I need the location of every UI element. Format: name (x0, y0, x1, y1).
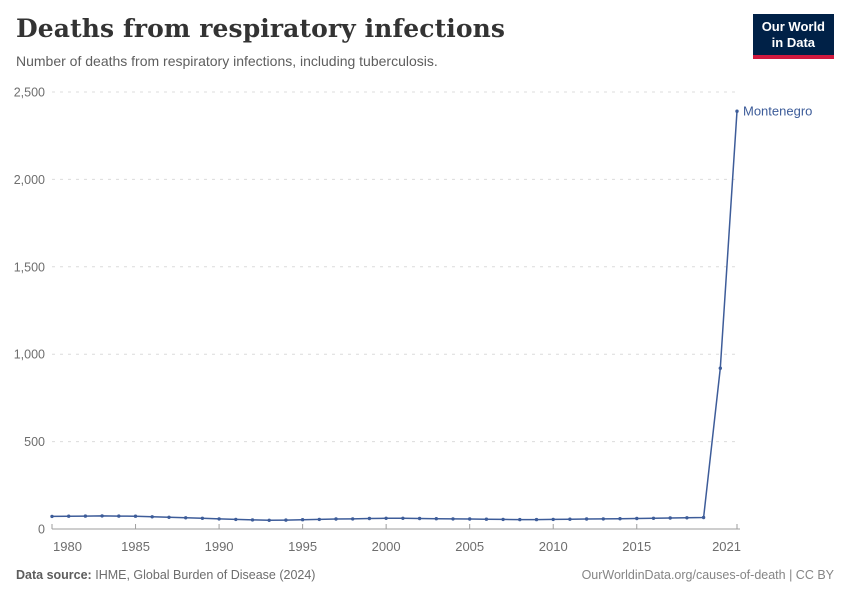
data-point (434, 517, 438, 521)
data-line (51, 111, 738, 522)
y-tick-label: 500 (24, 435, 45, 449)
data-point (100, 514, 104, 518)
data-point (551, 517, 555, 522)
data-point (501, 517, 505, 522)
data-point (451, 517, 455, 521)
data-point (300, 518, 305, 522)
x-tick-label: 1985 (121, 539, 150, 554)
y-tick-label: 2,000 (14, 173, 45, 187)
series-label: Montenegro (743, 104, 812, 119)
data-point (568, 517, 572, 521)
data-point (635, 516, 639, 521)
x-tick-label: 2010 (539, 539, 568, 554)
y-tick-label: 1,000 (14, 348, 45, 362)
data-point (267, 518, 271, 522)
data-point (351, 517, 355, 521)
data-point (468, 517, 472, 521)
data-point (184, 516, 188, 520)
data-point (401, 516, 405, 520)
data-point (150, 515, 154, 519)
data-point (701, 515, 706, 520)
chart-subtitle: Number of deaths from respiratory infect… (16, 53, 438, 69)
data-point (668, 516, 672, 520)
data-point (234, 517, 238, 522)
data-point (534, 517, 539, 522)
data-point (651, 516, 656, 520)
data-point (217, 517, 221, 521)
data-point (83, 514, 88, 518)
y-tick-label: 2,500 (14, 86, 45, 100)
data-source: Data source: IHME, Global Burden of Dise… (16, 568, 315, 582)
x-tick-label: 2021 (712, 539, 741, 554)
data-point (117, 514, 121, 518)
x-tick-label: 1990 (205, 539, 234, 554)
owid-logo-line1: Our World (761, 19, 825, 34)
data-source-value: IHME, Global Burden of Disease (2024) (95, 568, 316, 582)
data-point (601, 517, 605, 521)
data-point (518, 517, 522, 522)
y-tick-label: 1,500 (14, 260, 45, 274)
data-source-label: Data source: (16, 568, 92, 582)
x-tick-label: 2015 (622, 539, 651, 554)
x-tick-label: 1995 (288, 539, 317, 554)
data-point (50, 514, 54, 519)
owid-logo[interactable]: Our World in Data (752, 14, 834, 59)
chart-footer: Data source: IHME, Global Burden of Dise… (16, 568, 834, 582)
data-point (133, 514, 138, 518)
x-tick-label: 1980 (53, 539, 82, 554)
data-point (718, 366, 722, 370)
x-tick-label: 2005 (455, 539, 484, 554)
data-point (284, 518, 288, 522)
chart-titles: Deaths from respiratory infections Numbe… (16, 14, 505, 70)
data-point (618, 517, 622, 521)
data-point (67, 514, 71, 518)
owid-logo-line2: in Data (771, 35, 816, 50)
page-title: Deaths from respiratory infections (16, 14, 506, 43)
data-point (384, 516, 388, 520)
data-point (334, 517, 338, 521)
data-point (417, 516, 422, 521)
data-point (735, 109, 739, 113)
x-tick-label: 2000 (372, 539, 401, 554)
data-point (484, 517, 489, 521)
data-point (250, 518, 255, 522)
data-point (317, 517, 321, 522)
data-point (584, 517, 589, 521)
data-point (367, 516, 372, 521)
y-tick-label: 0 (38, 523, 45, 537)
license-link[interactable]: OurWorldinData.org/causes-of-death | CC … (581, 568, 834, 582)
data-point (167, 515, 171, 519)
data-point (685, 516, 689, 520)
data-point (200, 516, 205, 520)
chart-header: Deaths from respiratory infections Numbe… (16, 14, 834, 70)
